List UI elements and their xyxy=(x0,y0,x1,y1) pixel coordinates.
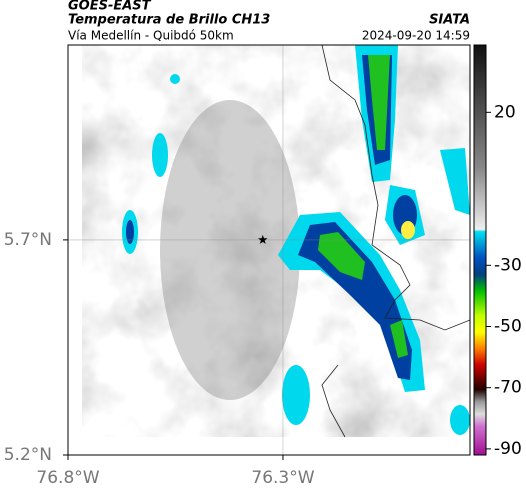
timestamp: 2024-09-20 14:59 xyxy=(362,29,470,43)
colorbar-tick-label: -50 xyxy=(494,316,522,336)
colorbar-tick-label: -90 xyxy=(494,439,522,459)
x-tick-label: 76.3°W xyxy=(251,468,314,488)
subtitle: Vía Medellín - Quibdó 50km xyxy=(68,29,234,43)
satellite-image xyxy=(68,45,470,455)
y-tick-label: 5.7°N xyxy=(4,230,52,250)
y-tick-label: 5.2°N xyxy=(4,445,52,465)
colorbar-tick-label: -70 xyxy=(494,378,522,398)
source: GOES-EAST xyxy=(68,0,152,14)
location-marker xyxy=(258,234,268,244)
title: Temperatura de Brillo CH13 xyxy=(68,13,270,28)
header: GOES-EAST Temperatura de Brillo CH13 SIA… xyxy=(68,0,470,43)
colorbar xyxy=(473,44,487,456)
map-frame xyxy=(67,44,471,456)
colorbar-tick-label: -30 xyxy=(494,255,522,275)
brand: SIATA xyxy=(429,13,470,28)
colorbar-tick-label: 20 xyxy=(494,102,516,122)
x-tick-label: 76.8°W xyxy=(36,468,99,488)
borders xyxy=(321,45,470,438)
